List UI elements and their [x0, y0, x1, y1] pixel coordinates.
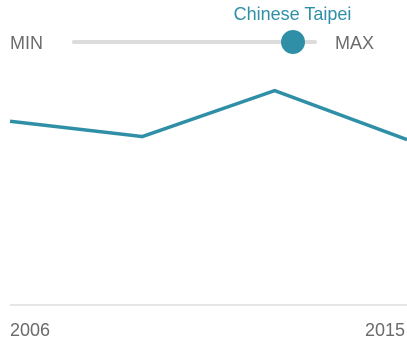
slider-row: MIN MAX [0, 30, 407, 56]
slider-value-label-container: Chinese Taipei [0, 4, 407, 28]
x-tick-label-end: 2015 [365, 320, 405, 340]
slider-max-label: MAX [335, 33, 375, 53]
x-tick-label-start: 2006 [10, 320, 50, 340]
slider-track[interactable] [72, 40, 317, 44]
series-line [9, 88, 407, 142]
slider-min-label: MIN [10, 33, 43, 53]
slider-thumb[interactable] [280, 30, 305, 54]
slider-value-label: Chinese Taipei [233, 4, 352, 24]
